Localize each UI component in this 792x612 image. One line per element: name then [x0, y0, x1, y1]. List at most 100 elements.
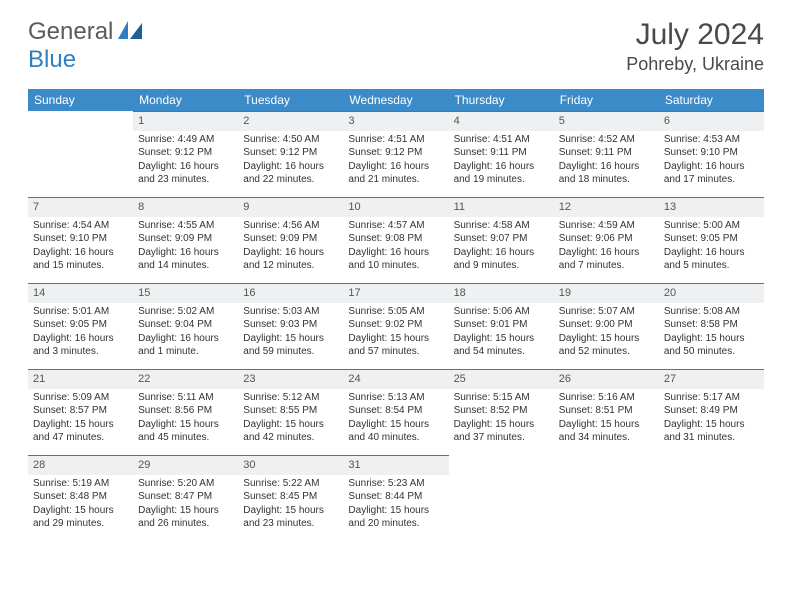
sun-info: Sunrise: 4:54 AMSunset: 9:10 PMDaylight:…: [28, 217, 133, 277]
sun-info: Sunrise: 4:51 AMSunset: 9:12 PMDaylight:…: [343, 131, 448, 191]
sun-info: Sunrise: 4:49 AMSunset: 9:12 PMDaylight:…: [133, 131, 238, 191]
sun-info: Sunrise: 5:13 AMSunset: 8:54 PMDaylight:…: [343, 389, 448, 449]
calendar-cell: [449, 455, 554, 541]
calendar-cell: 18Sunrise: 5:06 AMSunset: 9:01 PMDayligh…: [449, 283, 554, 369]
calendar-cell: 24Sunrise: 5:13 AMSunset: 8:54 PMDayligh…: [343, 369, 448, 455]
sun-info: Sunrise: 5:01 AMSunset: 9:05 PMDaylight:…: [28, 303, 133, 363]
calendar-cell: 1Sunrise: 4:49 AMSunset: 9:12 PMDaylight…: [133, 111, 238, 197]
sun-info: Sunrise: 4:58 AMSunset: 9:07 PMDaylight:…: [449, 217, 554, 277]
calendar-cell: 6Sunrise: 4:53 AMSunset: 9:10 PMDaylight…: [659, 111, 764, 197]
calendar-cell: 27Sunrise: 5:17 AMSunset: 8:49 PMDayligh…: [659, 369, 764, 455]
sun-info: Sunrise: 5:03 AMSunset: 9:03 PMDaylight:…: [238, 303, 343, 363]
calendar-week: 28Sunrise: 5:19 AMSunset: 8:48 PMDayligh…: [28, 455, 764, 541]
calendar-week: 21Sunrise: 5:09 AMSunset: 8:57 PMDayligh…: [28, 369, 764, 455]
sun-info: Sunrise: 4:59 AMSunset: 9:06 PMDaylight:…: [554, 217, 659, 277]
sail-icon: [118, 21, 144, 39]
day-number: 3: [343, 111, 448, 131]
sun-info: Sunrise: 4:57 AMSunset: 9:08 PMDaylight:…: [343, 217, 448, 277]
day-number: 24: [343, 369, 448, 389]
day-number: 15: [133, 283, 238, 303]
sun-info: Sunrise: 4:56 AMSunset: 9:09 PMDaylight:…: [238, 217, 343, 277]
calendar-cell: 29Sunrise: 5:20 AMSunset: 8:47 PMDayligh…: [133, 455, 238, 541]
calendar-table: SundayMondayTuesdayWednesdayThursdayFrid…: [28, 89, 764, 541]
day-number: 13: [659, 197, 764, 217]
sun-info: Sunrise: 5:05 AMSunset: 9:02 PMDaylight:…: [343, 303, 448, 363]
sun-info: Sunrise: 5:11 AMSunset: 8:56 PMDaylight:…: [133, 389, 238, 449]
day-number: 14: [28, 283, 133, 303]
calendar-cell: [659, 455, 764, 541]
day-number: 16: [238, 283, 343, 303]
day-number: 31: [343, 455, 448, 475]
calendar-cell: 8Sunrise: 4:55 AMSunset: 9:09 PMDaylight…: [133, 197, 238, 283]
day-number: 12: [554, 197, 659, 217]
day-number: 9: [238, 197, 343, 217]
calendar-cell: 13Sunrise: 5:00 AMSunset: 9:05 PMDayligh…: [659, 197, 764, 283]
brand-part2: Blue: [28, 46, 76, 73]
day-number: 25: [449, 369, 554, 389]
day-number: 7: [28, 197, 133, 217]
calendar-cell: 3Sunrise: 4:51 AMSunset: 9:12 PMDaylight…: [343, 111, 448, 197]
calendar-cell: 4Sunrise: 4:51 AMSunset: 9:11 PMDaylight…: [449, 111, 554, 197]
sun-info: Sunrise: 5:06 AMSunset: 9:01 PMDaylight:…: [449, 303, 554, 363]
brand-part1: General: [28, 18, 113, 45]
calendar-cell: 26Sunrise: 5:16 AMSunset: 8:51 PMDayligh…: [554, 369, 659, 455]
sun-info: Sunrise: 5:19 AMSunset: 8:48 PMDaylight:…: [28, 475, 133, 535]
sun-info: Sunrise: 5:22 AMSunset: 8:45 PMDaylight:…: [238, 475, 343, 535]
calendar-cell: 17Sunrise: 5:05 AMSunset: 9:02 PMDayligh…: [343, 283, 448, 369]
calendar-cell: 28Sunrise: 5:19 AMSunset: 8:48 PMDayligh…: [28, 455, 133, 541]
day-number: 27: [659, 369, 764, 389]
weekday-header: Wednesday: [343, 89, 448, 111]
brand-logo: General Blue: [28, 18, 144, 74]
weekday-row: SundayMondayTuesdayWednesdayThursdayFrid…: [28, 89, 764, 111]
day-number: 10: [343, 197, 448, 217]
day-number: 26: [554, 369, 659, 389]
day-number: 23: [238, 369, 343, 389]
day-number: 1: [133, 111, 238, 131]
calendar-body: 1Sunrise: 4:49 AMSunset: 9:12 PMDaylight…: [28, 111, 764, 541]
day-number: 4: [449, 111, 554, 131]
calendar-cell: 19Sunrise: 5:07 AMSunset: 9:00 PMDayligh…: [554, 283, 659, 369]
calendar-cell: 5Sunrise: 4:52 AMSunset: 9:11 PMDaylight…: [554, 111, 659, 197]
calendar-week: 14Sunrise: 5:01 AMSunset: 9:05 PMDayligh…: [28, 283, 764, 369]
day-number: 19: [554, 283, 659, 303]
day-number: 20: [659, 283, 764, 303]
calendar-cell: 20Sunrise: 5:08 AMSunset: 8:58 PMDayligh…: [659, 283, 764, 369]
weekday-header: Saturday: [659, 89, 764, 111]
day-number: 29: [133, 455, 238, 475]
weekday-header: Sunday: [28, 89, 133, 111]
sun-info: Sunrise: 5:23 AMSunset: 8:44 PMDaylight:…: [343, 475, 448, 535]
calendar-cell: 31Sunrise: 5:23 AMSunset: 8:44 PMDayligh…: [343, 455, 448, 541]
day-number: 5: [554, 111, 659, 131]
calendar-cell: 14Sunrise: 5:01 AMSunset: 9:05 PMDayligh…: [28, 283, 133, 369]
day-number: 18: [449, 283, 554, 303]
calendar-cell: 11Sunrise: 4:58 AMSunset: 9:07 PMDayligh…: [449, 197, 554, 283]
day-number: 11: [449, 197, 554, 217]
sun-info: Sunrise: 5:02 AMSunset: 9:04 PMDaylight:…: [133, 303, 238, 363]
calendar-cell: [28, 111, 133, 197]
calendar-cell: 7Sunrise: 4:54 AMSunset: 9:10 PMDaylight…: [28, 197, 133, 283]
brand-text: General Blue: [28, 18, 144, 74]
sun-info: Sunrise: 5:16 AMSunset: 8:51 PMDaylight:…: [554, 389, 659, 449]
calendar-cell: 25Sunrise: 5:15 AMSunset: 8:52 PMDayligh…: [449, 369, 554, 455]
sun-info: Sunrise: 5:00 AMSunset: 9:05 PMDaylight:…: [659, 217, 764, 277]
calendar-cell: [554, 455, 659, 541]
day-number: 28: [28, 455, 133, 475]
day-number: 17: [343, 283, 448, 303]
page-header: General Blue July 2024 Pohreby, Ukraine: [0, 0, 792, 83]
weekday-header: Monday: [133, 89, 238, 111]
sun-info: Sunrise: 4:50 AMSunset: 9:12 PMDaylight:…: [238, 131, 343, 191]
sun-info: Sunrise: 5:20 AMSunset: 8:47 PMDaylight:…: [133, 475, 238, 535]
weekday-header: Thursday: [449, 89, 554, 111]
calendar-cell: 9Sunrise: 4:56 AMSunset: 9:09 PMDaylight…: [238, 197, 343, 283]
calendar-cell: 21Sunrise: 5:09 AMSunset: 8:57 PMDayligh…: [28, 369, 133, 455]
sun-info: Sunrise: 5:15 AMSunset: 8:52 PMDaylight:…: [449, 389, 554, 449]
day-number: 6: [659, 111, 764, 131]
location-text: Pohreby, Ukraine: [626, 54, 764, 75]
day-number: 2: [238, 111, 343, 131]
day-number: 30: [238, 455, 343, 475]
calendar-cell: 16Sunrise: 5:03 AMSunset: 9:03 PMDayligh…: [238, 283, 343, 369]
sun-info: Sunrise: 5:17 AMSunset: 8:49 PMDaylight:…: [659, 389, 764, 449]
sun-info: Sunrise: 4:55 AMSunset: 9:09 PMDaylight:…: [133, 217, 238, 277]
calendar-cell: 23Sunrise: 5:12 AMSunset: 8:55 PMDayligh…: [238, 369, 343, 455]
month-title: July 2024: [626, 18, 764, 52]
